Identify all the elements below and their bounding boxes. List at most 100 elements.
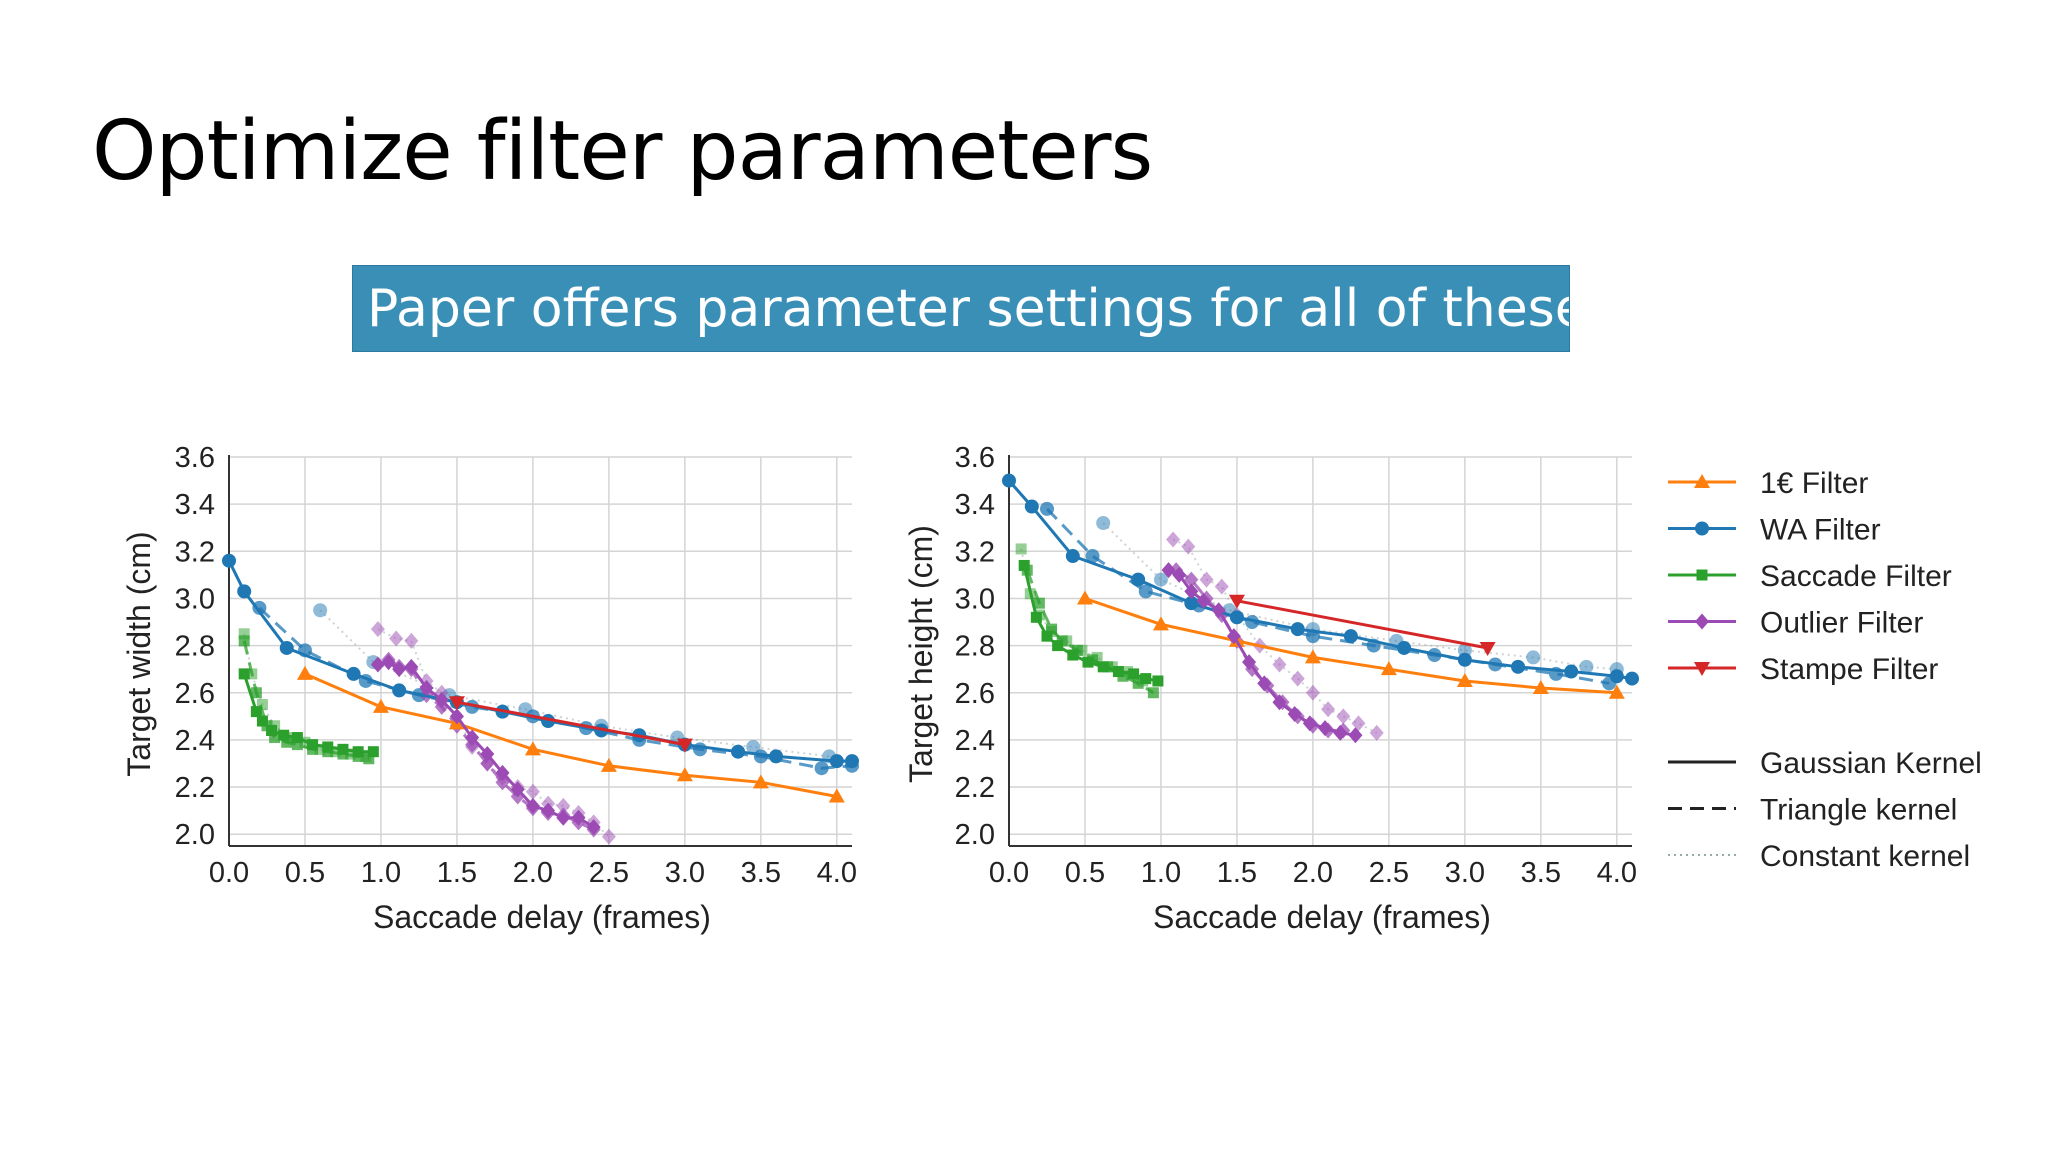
data-point: [1287, 705, 1302, 722]
data-point: [1336, 708, 1351, 725]
data-point: [1030, 611, 1042, 623]
data-point: [238, 668, 250, 680]
data-point: [1348, 727, 1363, 744]
callout-banner: Paper offers parameter settings for all …: [352, 265, 1570, 352]
data-point: [1082, 656, 1094, 668]
data-point: [404, 658, 419, 675]
data-point: [1272, 656, 1287, 673]
legend-kernel-label: Gaussian Kernel: [1760, 747, 1982, 780]
data-point: [510, 781, 525, 798]
data-point: [525, 797, 540, 814]
data-point: [372, 698, 389, 713]
data-point: [1172, 566, 1187, 583]
y-tick-label: 3.0: [175, 583, 215, 615]
data-point: [1229, 610, 1244, 625]
data-point: [1046, 623, 1058, 635]
data-point: [434, 691, 449, 708]
legend-marker: [1695, 521, 1709, 536]
data-point: [1181, 538, 1196, 555]
x-tick-label: 4.0: [1597, 857, 1637, 889]
data-point: [250, 706, 262, 718]
data-point: [1214, 578, 1229, 595]
data-point: [448, 696, 465, 711]
legend-kernel-label: Triangle kernel: [1760, 794, 1957, 827]
data-point: [1532, 680, 1549, 695]
x-tick-label: 1.0: [1141, 857, 1181, 889]
legend-marker: [1696, 569, 1708, 581]
data-point: [419, 680, 434, 697]
series-outlier-filter-gaussian: [1161, 562, 1363, 744]
data-point: [1608, 684, 1625, 699]
data-point: [676, 738, 693, 753]
data-point: [1257, 675, 1272, 692]
data-point: [1397, 640, 1412, 655]
data-point: [556, 809, 571, 826]
series-wa-filter-gaussian: [1002, 473, 1639, 686]
data-point: [1132, 677, 1144, 689]
series-saccade-filter-gaussian: [1018, 559, 1164, 687]
data-point: [601, 828, 616, 845]
series-line: [227, 560, 852, 763]
data-point: [1097, 661, 1109, 673]
data-point: [1041, 630, 1053, 642]
data-point: [1333, 724, 1348, 741]
y-tick-label: 3.4: [175, 489, 215, 521]
data-point: [337, 743, 349, 755]
data-point: [314, 743, 326, 755]
data-point: [238, 635, 250, 647]
x-tick-label: 0.0: [209, 857, 249, 889]
data-point: [1579, 659, 1594, 674]
data-point: [389, 630, 404, 647]
chart-target-width: Saccade delay (frames) Target width (cm)…: [121, 442, 859, 935]
data-point: [269, 732, 281, 744]
y-tick-label: 3.2: [175, 536, 215, 568]
y-tick-label: 2.0: [175, 819, 215, 851]
data-point: [1511, 659, 1526, 674]
data-point: [1152, 675, 1164, 687]
data-point: [1479, 641, 1496, 656]
y-tick-label: 2.4: [175, 725, 215, 757]
y-tick-label: 2.0: [955, 819, 995, 851]
data-point: [1131, 572, 1146, 587]
data-point: [1369, 724, 1384, 741]
x-tick-label: 2.0: [513, 857, 553, 889]
data-point: [495, 764, 510, 781]
data-point: [465, 729, 480, 746]
data-point: [693, 742, 708, 757]
x-tick-label: 0.0: [989, 857, 1029, 889]
data-point: [363, 753, 375, 765]
data-point: [731, 744, 746, 759]
legend-kernel-label: Constant kernel: [1760, 840, 1970, 873]
chart-target-height: Saccade delay (frames) Target height (cm…: [903, 442, 1639, 935]
legend-label: Stampe Filter: [1760, 653, 1938, 686]
series-line: [1045, 507, 1610, 685]
data-point: [1128, 668, 1140, 680]
data-point: [1380, 661, 1397, 676]
data-point: [1153, 572, 1168, 587]
data-point: [1305, 684, 1320, 701]
data-point: [296, 665, 313, 680]
data-point: [404, 632, 419, 649]
data-point: [256, 699, 268, 711]
data-point: [1065, 549, 1080, 564]
data-point: [1272, 694, 1287, 711]
legend: 1€ Filter WA Filter Saccade Filter Outlier …: [1668, 467, 1982, 873]
x-tick-label: 1.5: [1217, 857, 1257, 889]
series-line: [1084, 597, 1617, 695]
data-point: [1015, 543, 1027, 555]
x-tick-label: 1.0: [361, 857, 401, 889]
data-point: [1302, 715, 1317, 732]
data-point: [1147, 687, 1159, 699]
data-point: [1199, 571, 1214, 588]
legend-label: WA Filter: [1760, 514, 1881, 547]
data-point: [1196, 592, 1211, 609]
y-tick-label: 2.8: [175, 631, 215, 663]
data-point: [1112, 666, 1124, 678]
data-point: [322, 741, 334, 753]
data-point: [1085, 549, 1100, 564]
data-point: [1002, 473, 1016, 488]
legend-marker: [1694, 662, 1710, 676]
data-point: [571, 809, 586, 826]
y-tick-label: 3.6: [175, 442, 215, 474]
data-point: [291, 739, 303, 751]
